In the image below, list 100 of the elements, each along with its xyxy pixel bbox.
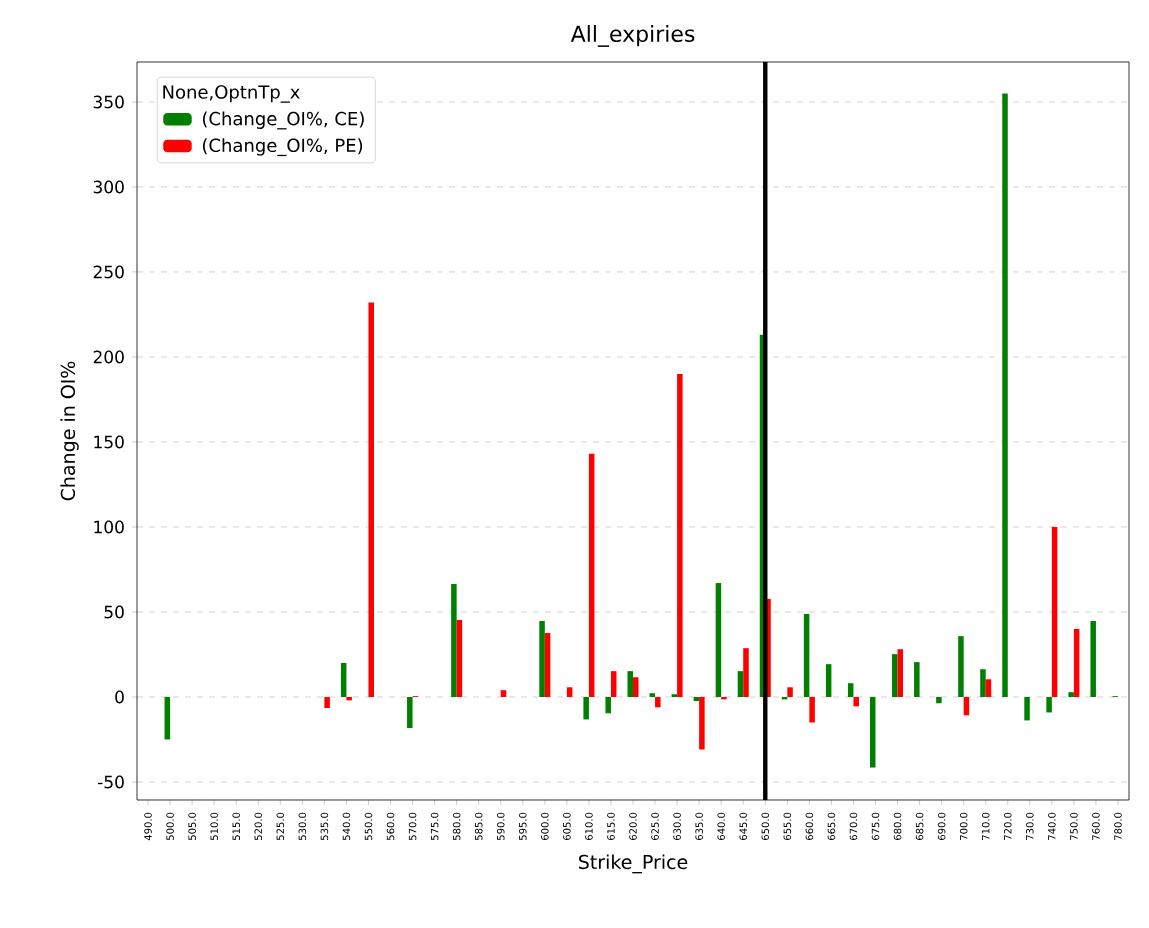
bar (407, 696, 413, 729)
y-axis-title: Change in OI% (60, 361, 79, 501)
bar (1046, 696, 1052, 713)
legend-title: None,OptnTp_x (163, 85, 300, 103)
x-tick-label: 615.0 (607, 812, 615, 840)
x-tick-label: 740.0 (1048, 812, 1056, 840)
x-tick-label: 720.0 (1003, 812, 1012, 840)
bar (847, 683, 854, 697)
x-tick-label: 665.0 (827, 812, 836, 840)
bar (721, 696, 727, 700)
x-tick-label: 750.0 (1070, 812, 1078, 840)
bar (1002, 93, 1008, 697)
chart-title: All_expiries (570, 25, 695, 47)
bar (693, 696, 700, 702)
bar (500, 690, 507, 697)
bar (544, 633, 551, 697)
bar (1024, 696, 1030, 721)
bar (566, 687, 573, 697)
x-tick-label: 585.0 (474, 812, 483, 840)
bar (936, 696, 942, 704)
x-tick-label: 530.0 (298, 812, 307, 840)
bar (980, 669, 986, 697)
y-tick-label: 0 (115, 690, 124, 704)
bar (677, 373, 683, 697)
legend-label: (Change_OI%, CE) (202, 111, 364, 130)
bar (456, 619, 463, 697)
bar (803, 614, 810, 697)
bar (1090, 620, 1096, 697)
x-tick-label: 635.0 (695, 812, 703, 840)
y-tick-label: 100 (94, 520, 124, 534)
y-tick-label: 250 (93, 265, 124, 279)
bar (610, 671, 617, 697)
bar (1068, 692, 1074, 697)
bar (1073, 628, 1080, 697)
bar (897, 649, 904, 697)
x-tick-label: 525.0 (276, 812, 285, 840)
x-tick-label: 700.0 (959, 812, 968, 840)
bar (324, 696, 330, 709)
x-tick-label: 600.0 (541, 812, 549, 840)
x-tick-label: 650.0 (761, 812, 770, 840)
bar (346, 696, 352, 701)
x-tick-label: 580.0 (452, 812, 461, 840)
x-tick-label: 520.0 (254, 812, 263, 840)
x-tick-label: 655.0 (783, 812, 792, 840)
bar (539, 620, 545, 697)
x-tick-label: 670.0 (849, 812, 858, 840)
x-tick-label: 630.0 (673, 812, 681, 840)
bar (809, 696, 815, 723)
y-tick-label: 150 (94, 435, 124, 449)
bar (892, 654, 898, 697)
bar (368, 302, 374, 697)
x-tick-label: 535.0 (320, 812, 329, 840)
x-tick-label: 660.0 (805, 812, 814, 840)
x-tick-label: 550.0 (364, 812, 373, 840)
x-tick-label: 685.0 (915, 812, 924, 840)
bar (655, 696, 661, 708)
bar (1051, 526, 1058, 697)
x-tick-label: 610.0 (585, 812, 593, 840)
x-tick-label: 645.0 (739, 812, 748, 840)
y-tick-label: 200 (93, 350, 124, 364)
x-tick-label: 620.0 (629, 812, 637, 840)
bar (633, 677, 639, 697)
x-tick-label: 730.0 (1026, 812, 1034, 840)
x-tick-label: 540.0 (342, 812, 351, 840)
bar (787, 687, 793, 697)
x-tick-label: 510.0 (210, 812, 218, 840)
legend-label: (Change_OI%, PE) (202, 138, 363, 157)
x-tick-label: 490.0 (144, 812, 152, 841)
bar (671, 694, 678, 697)
y-tick-label: 50 (104, 605, 124, 619)
bar (737, 671, 744, 697)
y-tick-label: -50 (97, 775, 124, 789)
bar (853, 696, 859, 707)
x-tick-label: 680.0 (893, 812, 902, 840)
bar (914, 662, 920, 697)
x-tick-label: 515.0 (232, 812, 241, 840)
x-tick-label: 505.0 (188, 812, 196, 840)
x-tick-label: 500.0 (166, 812, 174, 840)
x-tick-label: 625.0 (651, 812, 659, 840)
bar (583, 696, 589, 720)
x-tick-label: 690.0 (937, 812, 946, 840)
bar (605, 696, 611, 714)
bar (340, 662, 347, 697)
bar (985, 679, 992, 697)
bar (627, 671, 634, 697)
x-tick-label: 590.0 (496, 812, 505, 840)
bar (699, 696, 705, 750)
bar (869, 696, 876, 768)
bar (588, 453, 595, 697)
bar (451, 583, 457, 697)
y-tick-label: 300 (93, 180, 124, 194)
x-tick-label: 595.0 (518, 812, 527, 840)
bar (164, 696, 171, 740)
x-tick-label: 575.0 (430, 812, 439, 840)
x-tick-label: 640.0 (717, 812, 725, 840)
y-tick-label: 350 (93, 95, 124, 109)
x-tick-label: 675.0 (871, 812, 880, 840)
bar (743, 648, 749, 697)
bar (825, 664, 832, 697)
x-tick-label: 605.0 (563, 812, 571, 840)
